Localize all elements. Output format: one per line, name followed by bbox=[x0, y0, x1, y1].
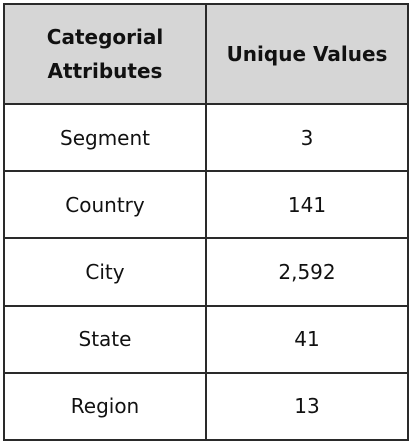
header-label-line2: Attributes bbox=[47, 59, 163, 83]
unique-values-cell: 41 bbox=[205, 304, 409, 374]
table-row: State 41 bbox=[3, 304, 409, 374]
unique-values-cell: 3 bbox=[205, 102, 409, 173]
attribute-cell: Segment bbox=[3, 102, 207, 173]
table-body: Segment 3 Country 141 City 2,592 State 4… bbox=[3, 102, 409, 442]
table-row: Segment 3 bbox=[3, 102, 409, 173]
categorical-attributes-table: Categorial Attributes Unique Values Segm… bbox=[3, 3, 409, 442]
header-categorial-attributes: Categorial Attributes bbox=[3, 3, 207, 105]
unique-values-cell: 141 bbox=[205, 170, 409, 240]
unique-values-cell: 13 bbox=[205, 371, 409, 442]
attributes-table-container: Categorial Attributes Unique Values Segm… bbox=[3, 3, 409, 442]
table-header: Categorial Attributes Unique Values bbox=[3, 3, 409, 105]
attribute-cell: State bbox=[3, 304, 207, 374]
header-unique-values: Unique Values bbox=[205, 3, 409, 105]
table-row: Region 13 bbox=[3, 371, 409, 442]
attribute-cell: Country bbox=[3, 170, 207, 240]
unique-values-cell: 2,592 bbox=[205, 237, 409, 307]
header-label-line1: Categorial bbox=[46, 25, 164, 49]
attribute-cell: Region bbox=[3, 371, 207, 442]
table-row: City 2,592 bbox=[3, 237, 409, 307]
header-row: Categorial Attributes Unique Values bbox=[3, 3, 409, 105]
table-row: Country 141 bbox=[3, 170, 409, 240]
attribute-cell: City bbox=[3, 237, 207, 307]
